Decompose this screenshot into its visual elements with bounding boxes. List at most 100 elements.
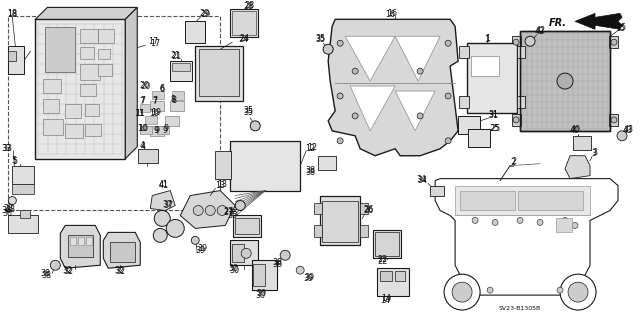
Bar: [252, 260, 277, 290]
Circle shape: [166, 219, 184, 237]
Text: 19: 19: [151, 108, 161, 117]
Bar: [467, 43, 517, 113]
Bar: [609, 36, 618, 48]
Text: 29: 29: [200, 10, 211, 19]
Text: 9: 9: [163, 126, 168, 135]
Circle shape: [513, 117, 519, 123]
Text: 3: 3: [593, 148, 598, 157]
Bar: [170, 61, 192, 81]
Text: 35: 35: [243, 107, 253, 115]
Text: 21: 21: [170, 51, 180, 60]
Text: 34: 34: [416, 175, 426, 184]
Text: 36: 36: [3, 209, 12, 218]
Bar: [99, 29, 115, 43]
Text: 8: 8: [172, 96, 177, 106]
Text: 23: 23: [3, 204, 13, 213]
Circle shape: [472, 218, 478, 223]
Text: 25: 25: [489, 124, 499, 133]
Bar: [80, 47, 94, 59]
Text: 4: 4: [141, 142, 146, 151]
Circle shape: [572, 222, 578, 228]
Bar: [170, 101, 184, 111]
Text: 39: 39: [304, 273, 314, 282]
Bar: [185, 21, 205, 43]
Bar: [78, 237, 84, 245]
Circle shape: [337, 138, 343, 144]
Bar: [322, 201, 358, 242]
Bar: [512, 114, 521, 126]
Circle shape: [193, 205, 204, 215]
Circle shape: [217, 205, 227, 215]
Text: 14: 14: [381, 293, 391, 303]
Bar: [253, 264, 265, 286]
Bar: [8, 46, 24, 74]
Bar: [236, 219, 259, 234]
Polygon shape: [35, 7, 137, 19]
Bar: [360, 226, 368, 237]
Bar: [45, 27, 76, 72]
Bar: [45, 27, 76, 72]
Text: 30: 30: [228, 264, 238, 273]
Circle shape: [525, 36, 535, 46]
Text: 18: 18: [7, 9, 17, 18]
Text: SV23-B1305B: SV23-B1305B: [499, 306, 541, 311]
Text: 42: 42: [535, 27, 545, 36]
Bar: [518, 190, 583, 211]
Text: 17: 17: [148, 37, 158, 46]
Circle shape: [241, 248, 252, 258]
Bar: [152, 91, 164, 99]
Polygon shape: [575, 13, 622, 29]
Text: 40: 40: [571, 125, 581, 134]
Text: 3: 3: [591, 149, 596, 158]
Text: 26: 26: [363, 205, 373, 214]
Text: 13: 13: [215, 181, 225, 190]
Bar: [80, 84, 96, 96]
Circle shape: [562, 218, 568, 223]
Circle shape: [611, 39, 617, 45]
Circle shape: [236, 201, 245, 211]
Polygon shape: [60, 226, 100, 268]
Circle shape: [280, 250, 290, 260]
Text: 15: 15: [616, 23, 626, 32]
Polygon shape: [180, 190, 236, 228]
Text: 6: 6: [160, 84, 164, 93]
Bar: [520, 31, 610, 131]
Text: 34: 34: [417, 176, 427, 185]
Circle shape: [560, 274, 596, 310]
Text: 7: 7: [140, 98, 145, 107]
Text: 35: 35: [315, 34, 325, 43]
Bar: [320, 196, 360, 245]
Bar: [395, 271, 405, 281]
Circle shape: [417, 113, 423, 119]
Text: 1: 1: [486, 34, 491, 43]
Circle shape: [191, 236, 199, 244]
Text: 20: 20: [140, 80, 149, 90]
Text: 18: 18: [7, 10, 17, 19]
Bar: [517, 46, 525, 58]
Bar: [35, 19, 125, 159]
Text: 24: 24: [238, 35, 248, 44]
Bar: [471, 56, 499, 76]
Circle shape: [517, 218, 523, 223]
Text: 32: 32: [62, 266, 72, 275]
Polygon shape: [345, 36, 395, 81]
Circle shape: [557, 287, 563, 293]
Text: 33: 33: [3, 144, 12, 153]
Text: 28: 28: [243, 2, 253, 11]
Text: 11: 11: [134, 109, 144, 118]
Text: 17: 17: [150, 39, 161, 48]
Bar: [230, 240, 258, 265]
Text: 14: 14: [380, 296, 390, 305]
Circle shape: [487, 287, 493, 293]
Bar: [80, 29, 99, 43]
Text: 2: 2: [511, 157, 516, 166]
Text: 35: 35: [228, 209, 238, 218]
Bar: [199, 49, 239, 96]
Bar: [145, 116, 157, 124]
Text: 20: 20: [140, 82, 150, 91]
Polygon shape: [395, 36, 440, 81]
Bar: [140, 126, 152, 134]
Bar: [314, 226, 322, 237]
Bar: [85, 124, 101, 136]
Bar: [44, 79, 61, 93]
